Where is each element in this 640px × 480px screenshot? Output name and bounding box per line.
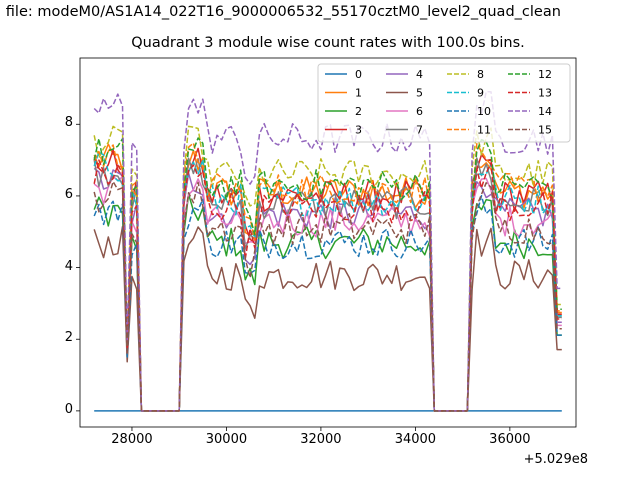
y-tick-label: 2 xyxy=(64,330,73,346)
plot-frame xyxy=(79,57,577,428)
ticks-layer xyxy=(76,123,511,431)
legend-label-14: 14 xyxy=(538,105,552,118)
legend-label-5: 5 xyxy=(416,87,423,100)
legend-label-8: 8 xyxy=(477,68,484,81)
legend-label-11: 11 xyxy=(477,124,491,137)
legend-label-13: 13 xyxy=(538,87,552,100)
series-line-15 xyxy=(93,180,562,412)
x-tick-label: 28000 xyxy=(111,432,153,447)
legend-label-0: 0 xyxy=(355,68,362,81)
y-tick-label: 8 xyxy=(64,115,73,131)
legend-label-12: 12 xyxy=(538,68,552,81)
x-axis-offset-label: +5.029e8 xyxy=(523,452,588,467)
legend-label-15: 15 xyxy=(538,124,552,137)
legend-label-10: 10 xyxy=(477,105,491,118)
series-layer xyxy=(93,90,562,412)
legend-box xyxy=(317,63,571,143)
legend-label-6: 6 xyxy=(416,105,423,118)
legend-label-9: 9 xyxy=(477,87,484,100)
legend-label-2: 2 xyxy=(355,105,362,118)
x-tick-label: 34000 xyxy=(394,432,437,447)
y-tick-label: 0 xyxy=(64,401,73,417)
x-tick-label: 32000 xyxy=(300,432,342,447)
y-tick-label: 4 xyxy=(64,258,73,274)
x-tick-label: 30000 xyxy=(205,432,248,447)
legend-label-1: 1 xyxy=(355,87,362,100)
legend-label-3: 3 xyxy=(355,124,362,137)
figure-suptitle: n file: modeM0/AS1A14_022T16_9000006532_… xyxy=(0,4,561,20)
legend-label-7: 7 xyxy=(416,124,423,137)
series-line-9 xyxy=(93,151,562,412)
x-tick-label: 36000 xyxy=(489,432,531,447)
chart-title: Quadrant 3 module wise count rates with … xyxy=(131,35,525,51)
y-tick-label: 6 xyxy=(64,186,73,202)
legend-label-4: 4 xyxy=(416,68,423,81)
series-line-11 xyxy=(93,142,562,412)
